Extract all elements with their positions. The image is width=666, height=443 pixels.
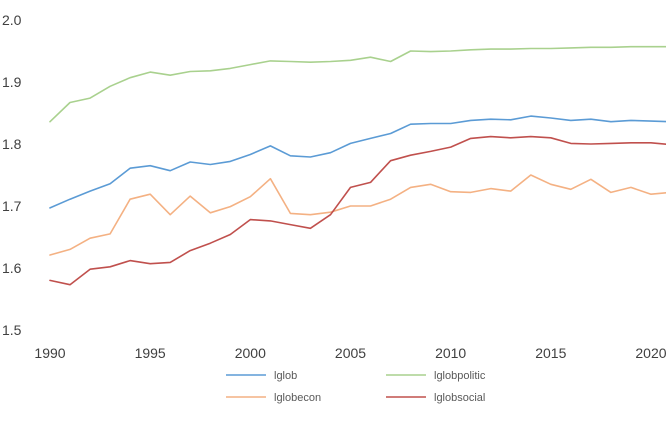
x-tick-label: 1990 — [34, 345, 65, 361]
legend: lglob lglobpolitic lglobecon lglobsocial — [226, 370, 486, 404]
legend-label-lglobpolitic: lglobpolitic — [434, 370, 486, 382]
y-axis: 1.5 1.6 1.7 1.8 1.9 2.0 — [2, 12, 22, 338]
y-tick-label: 1.6 — [2, 260, 22, 276]
x-tick-label: 1995 — [135, 345, 166, 361]
series-line-lglobecon — [49, 174, 666, 256]
y-tick-label: 1.9 — [2, 74, 22, 90]
series-group — [49, 45, 666, 286]
legend-label-lglobsocial: lglobsocial — [434, 392, 485, 404]
y-tick-label: 1.8 — [2, 136, 22, 152]
legend-label-lglobecon: lglobecon — [274, 392, 321, 404]
y-tick-label: 1.5 — [2, 322, 22, 338]
x-tick-label: 2015 — [535, 345, 566, 361]
series-line-lglobpolitic — [49, 45, 666, 123]
x-tick-label: 2010 — [435, 345, 466, 361]
series-line-lglobsocial — [49, 135, 666, 286]
x-axis: 1990 1995 2000 2005 2010 2015 2020 — [34, 345, 666, 361]
legend-label-lglob: lglob — [274, 370, 297, 382]
series-line-lglob — [49, 115, 666, 209]
x-tick-label: 2020 — [635, 345, 666, 361]
x-tick-label: 2000 — [235, 345, 266, 361]
y-tick-label: 2.0 — [2, 12, 22, 28]
y-tick-label: 1.7 — [2, 198, 22, 214]
x-tick-label: 2005 — [335, 345, 366, 361]
